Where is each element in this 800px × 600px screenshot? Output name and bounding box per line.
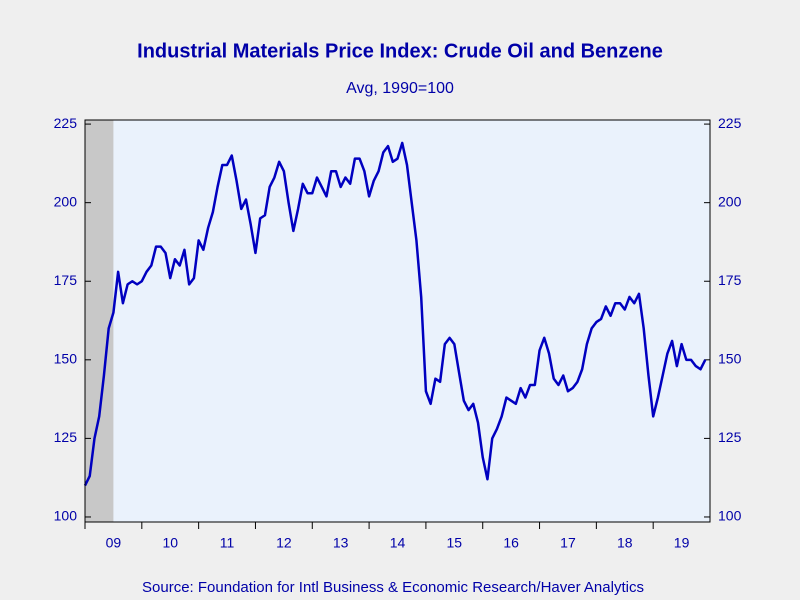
x-tick-label: 12 (276, 535, 292, 551)
recession-shading (85, 120, 114, 522)
y2-tick-label: 125 (718, 429, 742, 445)
x-tick-label: 11 (220, 535, 235, 551)
x-tick-label: 13 (333, 535, 349, 551)
chart-subtitle: Avg, 1990=100 (346, 80, 454, 97)
y-tick-label: 225 (54, 115, 78, 131)
y-tick-label: 150 (54, 351, 78, 367)
y2-tick-label: 225 (718, 115, 742, 131)
x-tick-label: 18 (617, 535, 633, 551)
x-tick-label: 15 (447, 535, 463, 551)
x-tick-label: 09 (106, 535, 122, 551)
y-tick-label: 100 (54, 508, 78, 524)
x-tick-label: 19 (674, 535, 690, 551)
y-tick-label: 175 (54, 272, 78, 288)
y2-tick-label: 200 (718, 193, 742, 209)
x-tick-label: 17 (560, 535, 576, 551)
chart-title: Industrial Materials Price Index: Crude … (137, 40, 663, 62)
x-tick-label: 14 (390, 535, 406, 551)
x-tick-label: 16 (503, 535, 519, 551)
y2-tick-label: 150 (718, 351, 742, 367)
y2-tick-label: 100 (718, 508, 742, 524)
y-tick-label: 200 (54, 193, 78, 209)
data-line (83, 141, 707, 487)
x-tick-label: 10 (162, 535, 178, 551)
plot-area (85, 120, 710, 522)
y-tick-label: 125 (54, 429, 78, 445)
source-note: Source: Foundation for Intl Business & E… (142, 579, 644, 596)
plot-frame (84, 119, 711, 523)
y2-tick-label: 175 (718, 272, 742, 288)
